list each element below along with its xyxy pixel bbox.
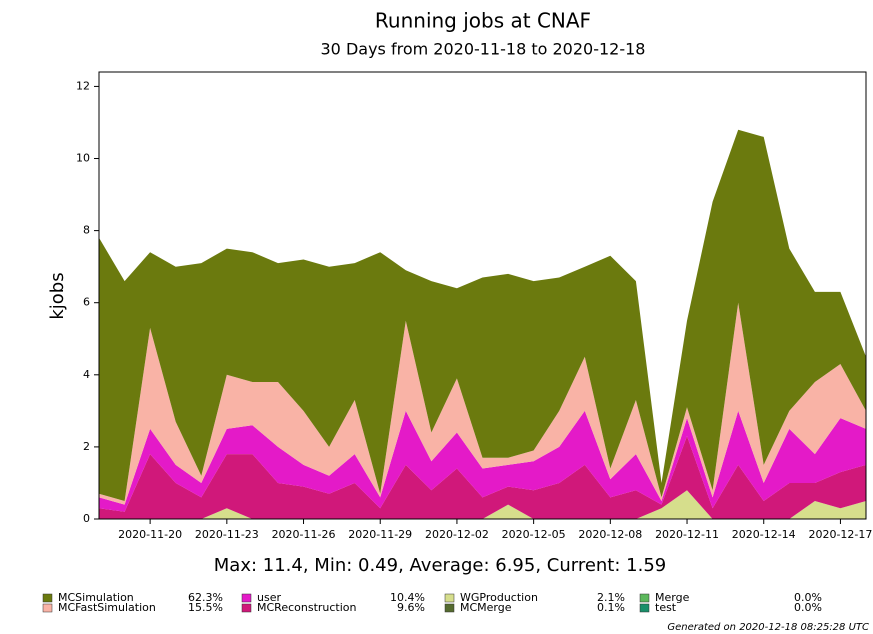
legend-label: MCMerge [460,601,512,614]
legend-swatch [241,603,252,613]
legend-share: 10.4% [390,591,425,604]
legend-label: WGProduction [460,591,538,604]
x-tick-label: 2020-11-23 [195,528,259,541]
legend-share: 9.6% [397,601,425,614]
legend-share: 2.1% [597,591,625,604]
summary: Max: 11.4, Min: 0.49, Average: 6.95, Cur… [214,555,666,576]
legend-share: 15.5% [188,601,223,614]
y-tick-label: 10 [76,152,90,165]
y-tick-label: 6 [83,296,90,309]
chart-subtitle: 30 Days from 2020-11-18 to 2020-12-18 [321,40,646,59]
legend-swatch [42,593,53,603]
y-tick-label: 0 [83,512,90,525]
x-tick-label: 2020-12-05 [502,528,566,541]
legend-share: 0.0% [794,591,822,604]
area [99,410,866,512]
legend-swatch [444,593,455,603]
legend-label: MCFastSimulation [58,601,156,614]
chart-title: Running jobs at CNAF [375,9,591,33]
area [99,490,866,519]
legend-label: test [655,601,677,614]
legend-label: user [257,591,281,604]
legend-share: 0.0% [794,601,822,614]
area [99,129,866,501]
legend-share: 0.1% [597,601,625,614]
y-tick-label: 12 [76,79,90,92]
legend-swatch [241,593,252,603]
x-tick-label: 2020-12-17 [808,528,872,541]
legend-share: 62.3% [188,591,223,604]
x-tick-label: 2020-11-29 [348,528,412,541]
x-tick-label: 2020-12-14 [732,528,796,541]
y-tick-label: 8 [83,224,90,237]
legend-label: Merge [655,591,690,604]
legend-label: MCReconstruction [257,601,357,614]
legend-swatch [639,593,650,603]
y-tick-label: 4 [83,368,90,381]
y-tick-label: 2 [83,440,90,453]
x-tick-label: 2020-11-26 [272,528,336,541]
legend-swatch [639,603,650,613]
y-axis-label: kjobs [47,272,68,319]
x-tick-label: 2020-12-02 [425,528,489,541]
legend-swatch [444,603,455,613]
x-tick-label: 2020-11-20 [118,528,182,541]
legend-swatch [42,603,53,613]
legend-label: MCSimulation [58,591,134,604]
area [99,302,866,505]
x-tick-label: 2020-12-11 [655,528,719,541]
x-tick-label: 2020-12-08 [578,528,642,541]
area [99,436,866,519]
footer: Generated on 2020-12-18 08:25:28 UTC [667,622,869,633]
plot-frame [98,71,867,520]
